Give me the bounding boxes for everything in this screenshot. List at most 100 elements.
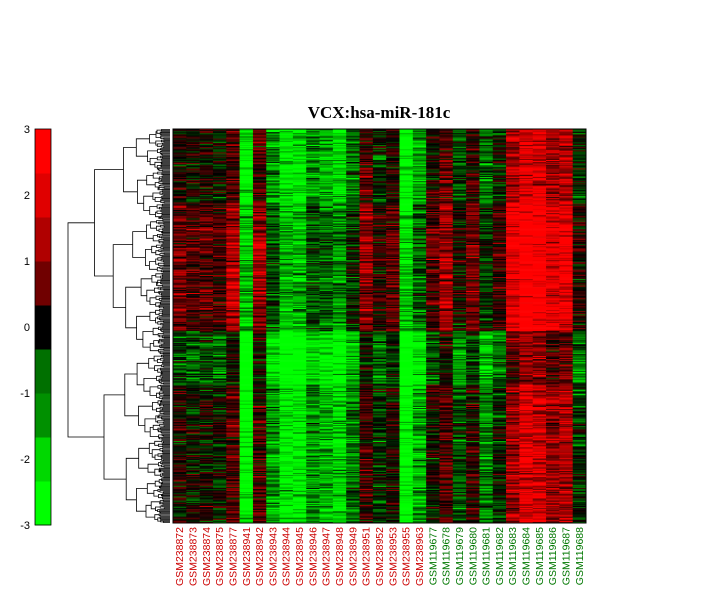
heatmap-cell — [386, 137, 400, 139]
heatmap-cell — [479, 157, 494, 160]
heatmap-cell — [426, 148, 440, 150]
heatmap-cell — [266, 184, 280, 186]
heatmap-cell — [319, 138, 334, 140]
heatmap-cell — [452, 172, 467, 175]
heatmap-cell — [559, 174, 573, 177]
heatmap-cell — [266, 166, 280, 168]
heatmap-cell — [226, 138, 240, 140]
heatmap-cell — [479, 186, 494, 188]
heatmap-cell — [546, 146, 560, 148]
heatmap-cell — [199, 137, 214, 139]
heatmap-cell — [519, 158, 534, 161]
heatmap-cell — [372, 160, 387, 163]
heatmap-cell — [412, 148, 427, 150]
heatmap-cell — [519, 169, 534, 171]
heatmap-cell — [426, 140, 440, 143]
heatmap-cell — [252, 144, 267, 147]
heatmap-cell — [199, 144, 214, 147]
heatmap-cell — [226, 179, 240, 181]
heatmap-cell — [399, 176, 414, 179]
heatmap-cell — [279, 140, 294, 143]
heatmap-cell — [439, 179, 454, 181]
heatmap-cell — [359, 148, 374, 150]
heatmap-cell — [292, 130, 307, 132]
heatmap-cell — [252, 133, 267, 135]
heatmap-cell — [252, 129, 267, 131]
heatmap-cell — [559, 181, 573, 183]
heatmap-cell — [546, 177, 560, 180]
heatmap-cell — [452, 144, 467, 147]
heatmap-cell — [479, 162, 494, 164]
heatmap-cell — [186, 154, 200, 156]
heatmap-cell — [199, 142, 214, 145]
heatmap-cell — [173, 129, 187, 131]
heatmap-cell — [173, 158, 187, 161]
heatmap-cell — [452, 135, 467, 137]
heatmap-cell — [239, 131, 254, 133]
heatmap-cell — [559, 184, 573, 186]
heatmap-cell — [226, 186, 240, 188]
heatmap-cell — [452, 152, 467, 154]
heatmap-cell — [466, 176, 480, 179]
heatmap-cell — [519, 137, 534, 139]
heatmap-cell — [479, 165, 494, 167]
heatmap-cell — [372, 154, 387, 156]
heatmap-cell — [559, 177, 573, 180]
heatmap-cell — [173, 179, 187, 181]
heatmap-cell — [266, 189, 280, 192]
heatmap-cell — [186, 129, 200, 131]
heatmap-cell — [372, 129, 387, 131]
heatmap-cell — [292, 190, 307, 193]
heatmap-cell — [292, 138, 307, 140]
heatmap-cell — [372, 141, 387, 144]
heatmap-cell — [212, 159, 227, 162]
heatmap-cell — [519, 147, 534, 149]
heatmap-cell — [346, 150, 360, 152]
heatmap-cell — [173, 191, 187, 194]
heatmap-cell — [212, 164, 227, 166]
heatmap-cell — [279, 150, 294, 152]
heatmap-cell — [399, 171, 414, 173]
heatmap-cell — [292, 150, 307, 152]
heatmap-cell — [492, 129, 507, 131]
heatmap-cell — [492, 148, 507, 150]
heatmap-cell — [426, 177, 440, 180]
heatmap-cell — [346, 135, 360, 137]
heatmap-cell — [279, 157, 294, 160]
heatmap-cell — [199, 136, 214, 138]
heatmap-cell — [519, 139, 534, 142]
heatmap-cell — [266, 153, 280, 155]
heatmap-cell — [199, 175, 214, 178]
heatmap-cell — [559, 155, 573, 157]
heatmap-cell — [252, 191, 267, 194]
heatmap-cell — [572, 147, 587, 149]
heatmap-cell — [332, 174, 347, 177]
heatmap-cell — [439, 130, 454, 132]
heatmap-cell — [306, 129, 320, 131]
heatmap-cell — [346, 134, 360, 136]
heatmap-cell — [199, 133, 214, 135]
heatmap-cell — [173, 168, 187, 170]
heatmap-cell — [532, 136, 547, 138]
heatmap-cell — [332, 140, 347, 143]
heatmap-cell — [506, 144, 520, 147]
heatmap-cell — [399, 168, 414, 170]
heatmap-cell — [426, 135, 440, 137]
heatmap-cell — [252, 181, 267, 183]
heatmap-cell — [426, 153, 440, 155]
heatmap-cell — [532, 157, 547, 160]
heatmap-cell — [519, 184, 534, 186]
heatmap-cell — [306, 167, 320, 169]
heatmap-cell — [466, 158, 480, 161]
heatmap-cell — [399, 133, 414, 135]
heatmap-cell — [212, 158, 227, 161]
heatmap-cell — [479, 136, 494, 138]
heatmap-cell — [292, 168, 307, 170]
heatmap-cell — [519, 155, 534, 157]
heatmap-cell — [332, 138, 347, 140]
heatmap-cell — [492, 160, 507, 163]
heatmap-cell — [239, 176, 254, 179]
heatmap-cell — [506, 164, 520, 166]
heatmap-cell — [452, 191, 467, 194]
heatmap-cell — [239, 157, 254, 160]
